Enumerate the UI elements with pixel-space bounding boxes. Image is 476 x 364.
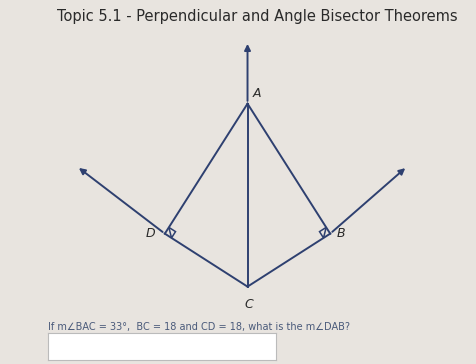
Text: B: B	[337, 227, 346, 240]
Text: D: D	[145, 227, 155, 240]
Text: If m∠BAC = 33°,  BC = 18 and CD = 18, what is the m∠DAB?: If m∠BAC = 33°, BC = 18 and CD = 18, wha…	[48, 322, 349, 332]
Text: Topic 5.1 - Perpendicular and Angle Bisector Theorems: Topic 5.1 - Perpendicular and Angle Bise…	[57, 9, 457, 24]
Text: A: A	[253, 87, 261, 100]
Text: C: C	[244, 298, 253, 311]
